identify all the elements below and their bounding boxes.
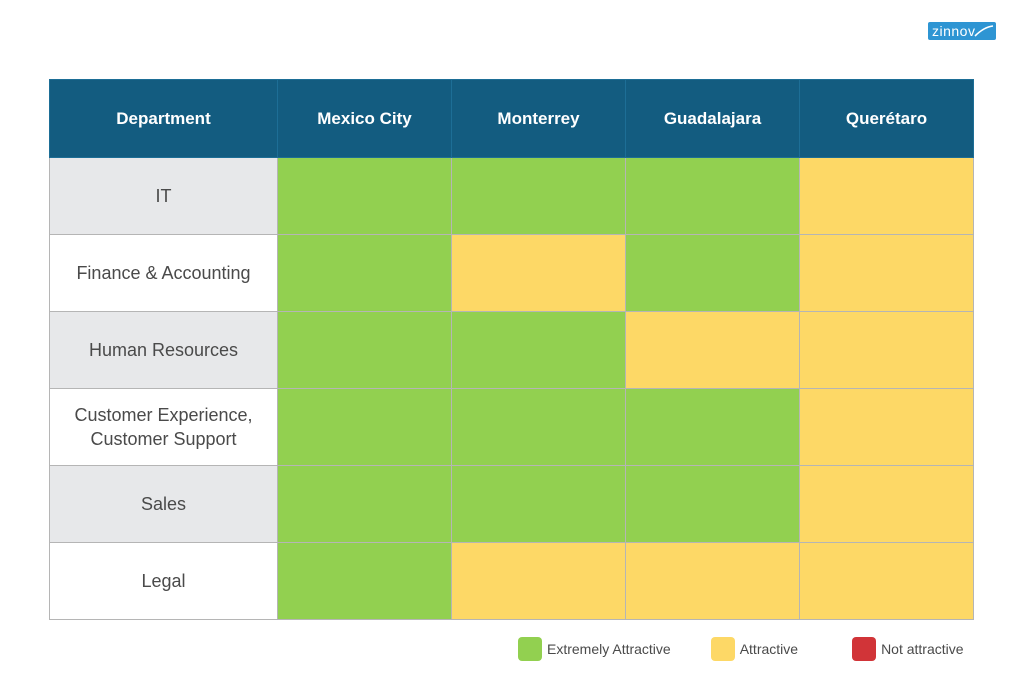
heatmap-cell [451, 311, 626, 389]
heatmap-cell [277, 234, 452, 312]
heatmap-cell [799, 542, 974, 620]
legend-swatch [518, 637, 542, 661]
heatmap-cell [799, 157, 974, 235]
heatmap-cell [625, 465, 800, 543]
department-label: Customer Experience, Customer Support [49, 388, 278, 466]
header-row: Department Mexico City Monterrey Guadala… [49, 79, 974, 158]
table-row: IT [49, 157, 974, 235]
column-header-city: Guadalajara [625, 79, 800, 158]
heatmap-cell [625, 157, 800, 235]
legend: Extremely Attractive Attractive Not attr… [518, 636, 964, 662]
heatmap-cell [799, 311, 974, 389]
heatmap-cell [277, 542, 452, 620]
heatmap-cell [799, 388, 974, 466]
legend-item-attractive: Attractive [710, 637, 799, 661]
heatmap-cell [277, 311, 452, 389]
logo-swoosh-icon [974, 25, 994, 37]
legend-label: Not attractive [881, 641, 964, 657]
department-label: Legal [49, 542, 278, 620]
heatmap-cell [625, 388, 800, 466]
heatmap-cell [451, 542, 626, 620]
heatmap-cell [625, 234, 800, 312]
heatmap-cell [277, 465, 452, 543]
column-header-city: Querétaro [799, 79, 974, 158]
legend-swatch [852, 637, 877, 661]
heatmap-cell [451, 388, 626, 466]
table-row: Customer Experience, Customer Support [49, 388, 974, 466]
heatmap-cell [799, 465, 974, 543]
heatmap-cell [451, 465, 626, 543]
logo-text: zinnov [932, 23, 976, 39]
table-row: Legal [49, 542, 974, 620]
table-row: Human Resources [49, 311, 974, 389]
legend-label: Attractive [739, 641, 799, 657]
legend-swatch [710, 637, 735, 661]
heatmap-cell [451, 234, 626, 312]
zinnov-logo: zinnov [928, 22, 996, 40]
department-label: IT [49, 157, 278, 235]
attractiveness-heatmap: Department Mexico City Monterrey Guadala… [49, 79, 974, 620]
column-header-department: Department [49, 79, 278, 158]
heatmap-cell [625, 311, 800, 389]
heatmap-cell [799, 234, 974, 312]
department-label: Finance & Accounting [49, 234, 278, 312]
department-label: Sales [49, 465, 278, 543]
table-row: Sales [49, 465, 974, 543]
heatmap-cell [277, 388, 452, 466]
column-header-city: Mexico City [277, 79, 452, 158]
table-row: Finance & Accounting [49, 234, 974, 312]
heatmap-cell [451, 157, 626, 235]
department-label: Human Resources [49, 311, 278, 389]
legend-label: Extremely Attractive [547, 641, 671, 657]
column-header-city: Monterrey [451, 79, 626, 158]
legend-item-not-attractive: Not attractive [852, 637, 964, 661]
heatmap-cell [277, 157, 452, 235]
legend-item-extremely-attractive: Extremely Attractive [518, 637, 671, 661]
heatmap-cell [625, 542, 800, 620]
